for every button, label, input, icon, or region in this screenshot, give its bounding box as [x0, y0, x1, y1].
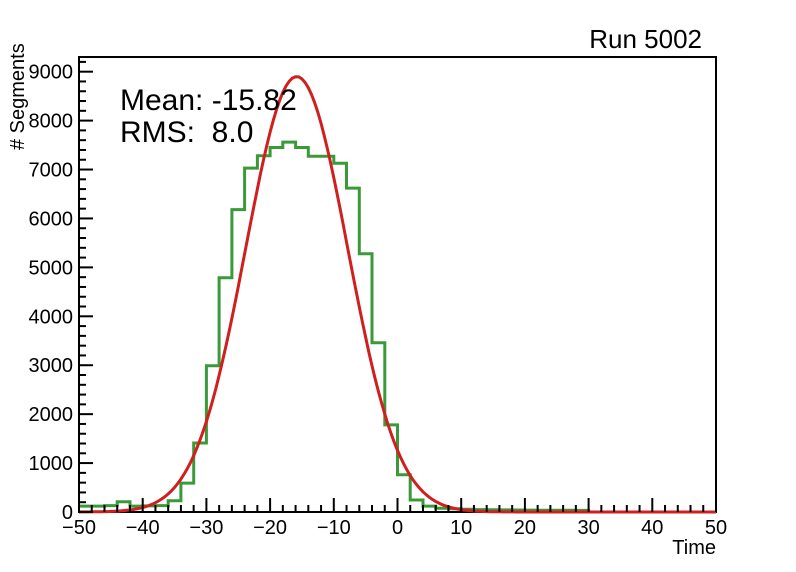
x-tick-label: 40	[641, 517, 663, 539]
histogram-series	[79, 140, 716, 514]
y-tick-label: 3000	[29, 355, 74, 377]
axis-ticks	[78, 60, 717, 513]
x-tick-label: 30	[577, 517, 599, 539]
y-tick-label: 5000	[29, 257, 74, 279]
y-tick-label: 7000	[29, 160, 74, 182]
plot-title: Run 5002	[589, 24, 702, 54]
x-tick-label: −10	[317, 517, 351, 539]
x-tick-label: −50	[62, 517, 96, 539]
x-tick-label: −30	[189, 517, 223, 539]
histogram-line	[79, 140, 716, 514]
x-tick-label: −20	[253, 517, 287, 539]
fit-curve-series	[78, 75, 716, 514]
stats-rms-text: RMS: 8.0	[120, 116, 253, 149]
x-tick-label: 50	[705, 517, 727, 539]
y-tick-label: 8000	[29, 111, 74, 133]
stats-mean-text: Mean: -15.82	[120, 84, 297, 117]
axis-tick-labels: −50 −40 −30 −20 −10 0 10 20 30 40 50 0 1000 2000 3000 4…	[29, 62, 728, 539]
y-tick-label: 0	[62, 502, 73, 524]
fit-curve	[78, 75, 716, 514]
y-tick-label: 6000	[29, 208, 74, 230]
x-tick-label: 0	[392, 517, 403, 539]
x-axis-title: Time	[672, 537, 716, 559]
x-tick-label: −40	[126, 517, 160, 539]
x-tick-label: 20	[514, 517, 536, 539]
y-axis-title: # Segments	[7, 43, 29, 150]
y-tick-label: 2000	[29, 404, 74, 426]
y-tick-label: 9000	[29, 62, 74, 84]
y-tick-label: 1000	[29, 453, 74, 475]
x-tick-label: 10	[450, 517, 472, 539]
y-tick-label: 4000	[29, 306, 74, 328]
